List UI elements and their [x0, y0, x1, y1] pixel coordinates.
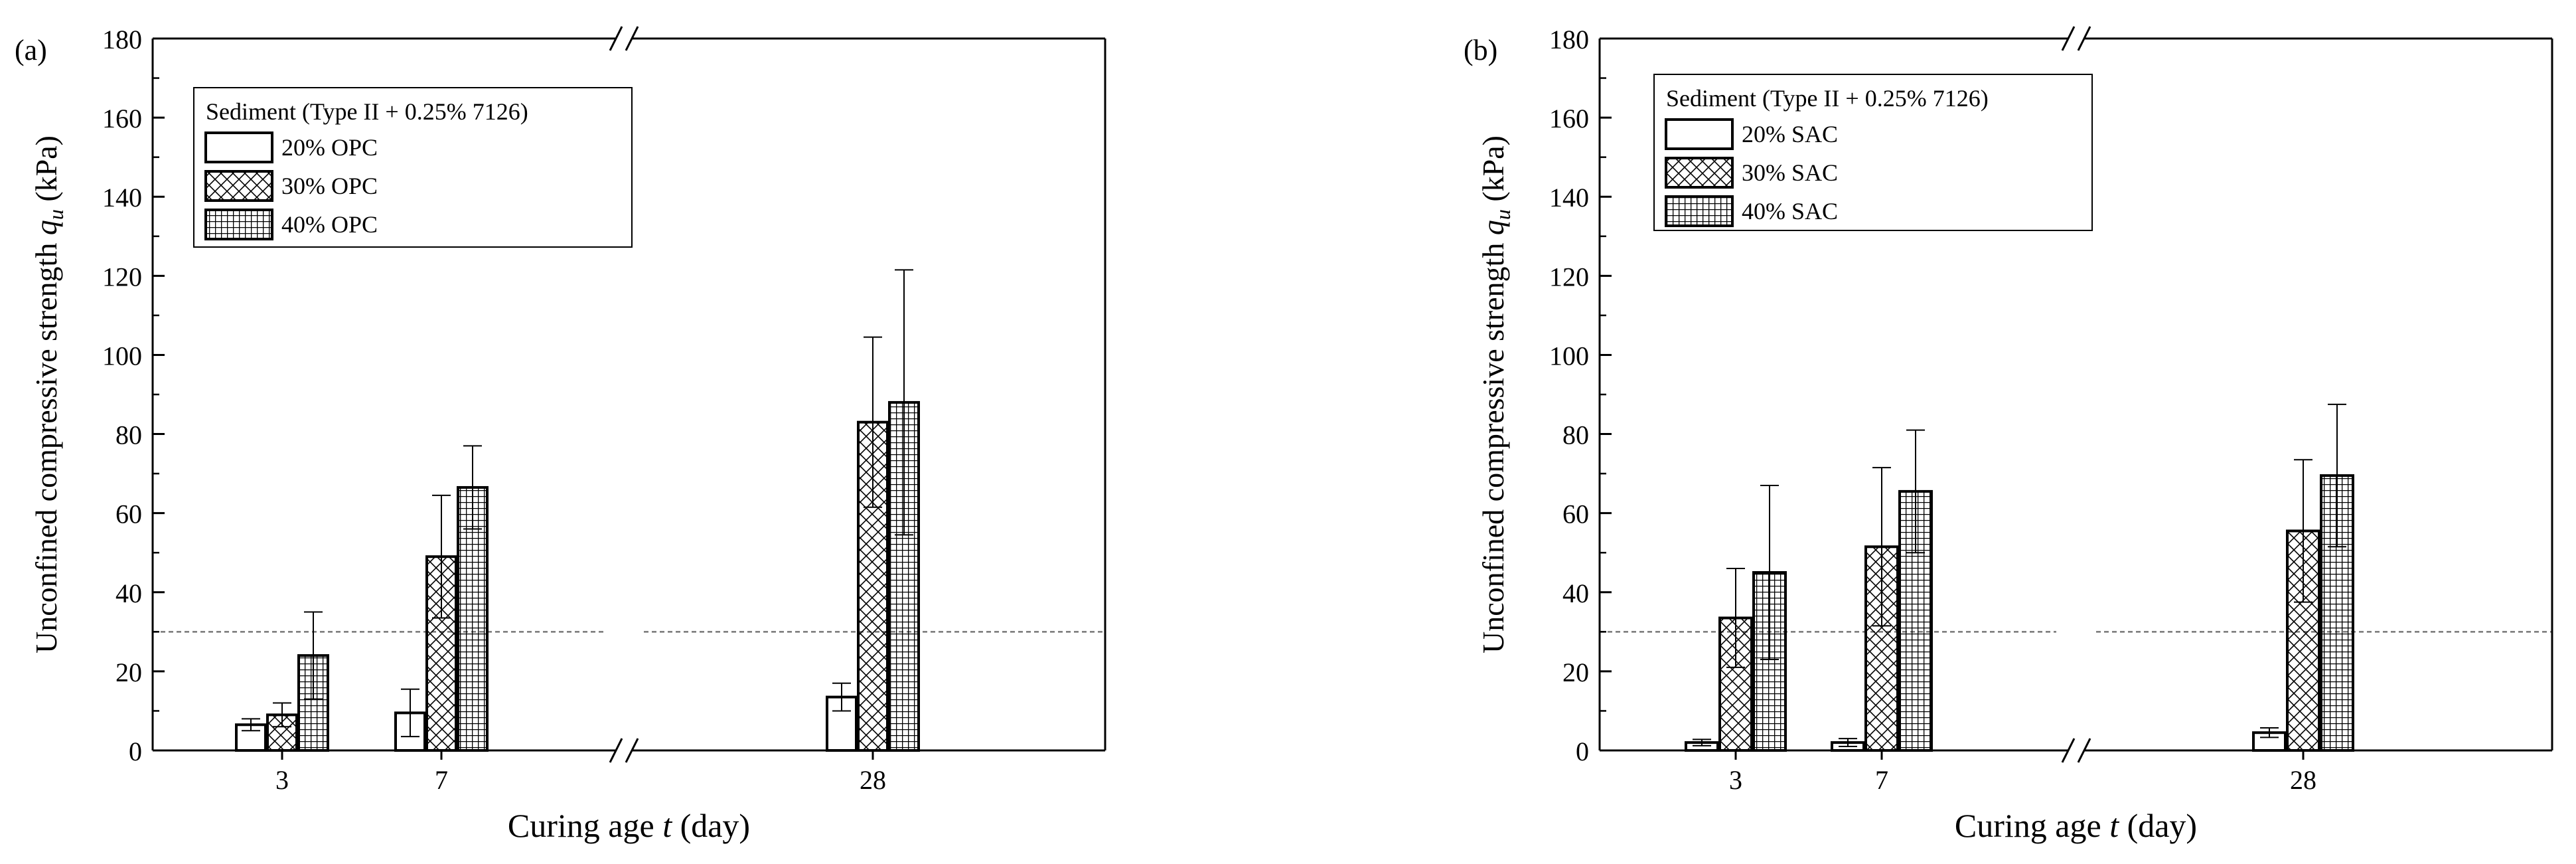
y-tick-label: 160 [102, 104, 142, 133]
y-tick-label: 120 [1549, 262, 1589, 292]
legend-label: 20% SAC [1742, 121, 1838, 147]
y-tick-label: 180 [102, 25, 142, 54]
bar [457, 485, 489, 752]
y-tick-label: 80 [1562, 420, 1589, 450]
y-tick-label: 140 [102, 183, 142, 213]
panel-label: (a) [15, 34, 47, 66]
y-tick-label: 80 [115, 420, 142, 450]
x-axis-title: Curing age t (day) [508, 807, 750, 844]
y-axis-title: Unconfined compressive strength qu (kPa) [29, 135, 68, 653]
axis-break-mark [609, 26, 623, 51]
x-tick-label: 28 [2290, 765, 2316, 795]
axis-break-mark [609, 738, 623, 763]
axis-break-mark [2077, 738, 2091, 763]
y-tick-label: 140 [1549, 183, 1589, 213]
x-tick-label: 7 [435, 765, 448, 795]
legend-swatch [204, 131, 273, 163]
axis-break-mark [625, 738, 639, 763]
y-tick-label: 40 [1562, 578, 1589, 608]
legend-label: 40% SAC [1742, 198, 1838, 224]
y-tick-label: 100 [1549, 341, 1589, 371]
legend-swatch [1665, 118, 1734, 150]
y-tick-label: 0 [1576, 736, 1589, 766]
y-tick-label: 180 [1549, 25, 1589, 54]
panel-b: (b) 0 20 40 60 80 100 120 140 160 180 3 7 28 Curing ag… [1464, 25, 2553, 844]
x-tick-label: 3 [1729, 765, 1742, 795]
axis-break-mark [625, 26, 639, 51]
legend-label: 30% SAC [1742, 159, 1838, 186]
legend-swatch [204, 170, 273, 202]
x-tick-label: 3 [275, 765, 289, 795]
y-tick-label: 40 [115, 578, 142, 608]
y-tick-label: 20 [115, 657, 142, 687]
panel-label: (b) [1464, 34, 1497, 66]
legend-title: Sediment (Type II + 0.25% 7126) [1666, 85, 1989, 112]
legend-title: Sediment (Type II + 0.25% 7126) [206, 98, 528, 125]
x-tick-label: 7 [1875, 765, 1888, 795]
legend-swatch [1665, 157, 1734, 189]
legend-label: 30% OPC [281, 173, 378, 199]
y-tick-label: 120 [102, 262, 142, 292]
axis-break-mark [2061, 738, 2076, 763]
x-axis-title: Curing age t (day) [1955, 807, 2197, 844]
x-tick-label: 28 [860, 765, 886, 795]
legend: Sediment (Type II + 0.25% 7126) 20% OPC 30… [193, 87, 633, 248]
legend-label: 20% OPC [281, 134, 378, 161]
y-axis-title: Unconfined compressive strength qu (kPa) [1476, 135, 1515, 653]
legend-swatch [204, 209, 273, 240]
y-tick-label: 60 [1562, 499, 1589, 529]
legend: Sediment (Type II + 0.25% 7126) 20% SAC 30… [1653, 74, 2093, 231]
y-tick-label: 0 [129, 736, 142, 766]
legend-label: 40% OPC [281, 211, 378, 238]
y-tick-label: 100 [102, 341, 142, 371]
axis-break-mark [2061, 26, 2076, 51]
panel-a: (a) 0 20 40 60 80 100 120 140 160 180 3 7 28 Curing ag… [15, 25, 1106, 844]
y-tick-label: 160 [1549, 104, 1589, 133]
y-tick-label: 60 [115, 499, 142, 529]
axis-break-mark [2077, 26, 2091, 51]
y-tick-label: 20 [1562, 657, 1589, 687]
legend-swatch [1665, 195, 1734, 227]
